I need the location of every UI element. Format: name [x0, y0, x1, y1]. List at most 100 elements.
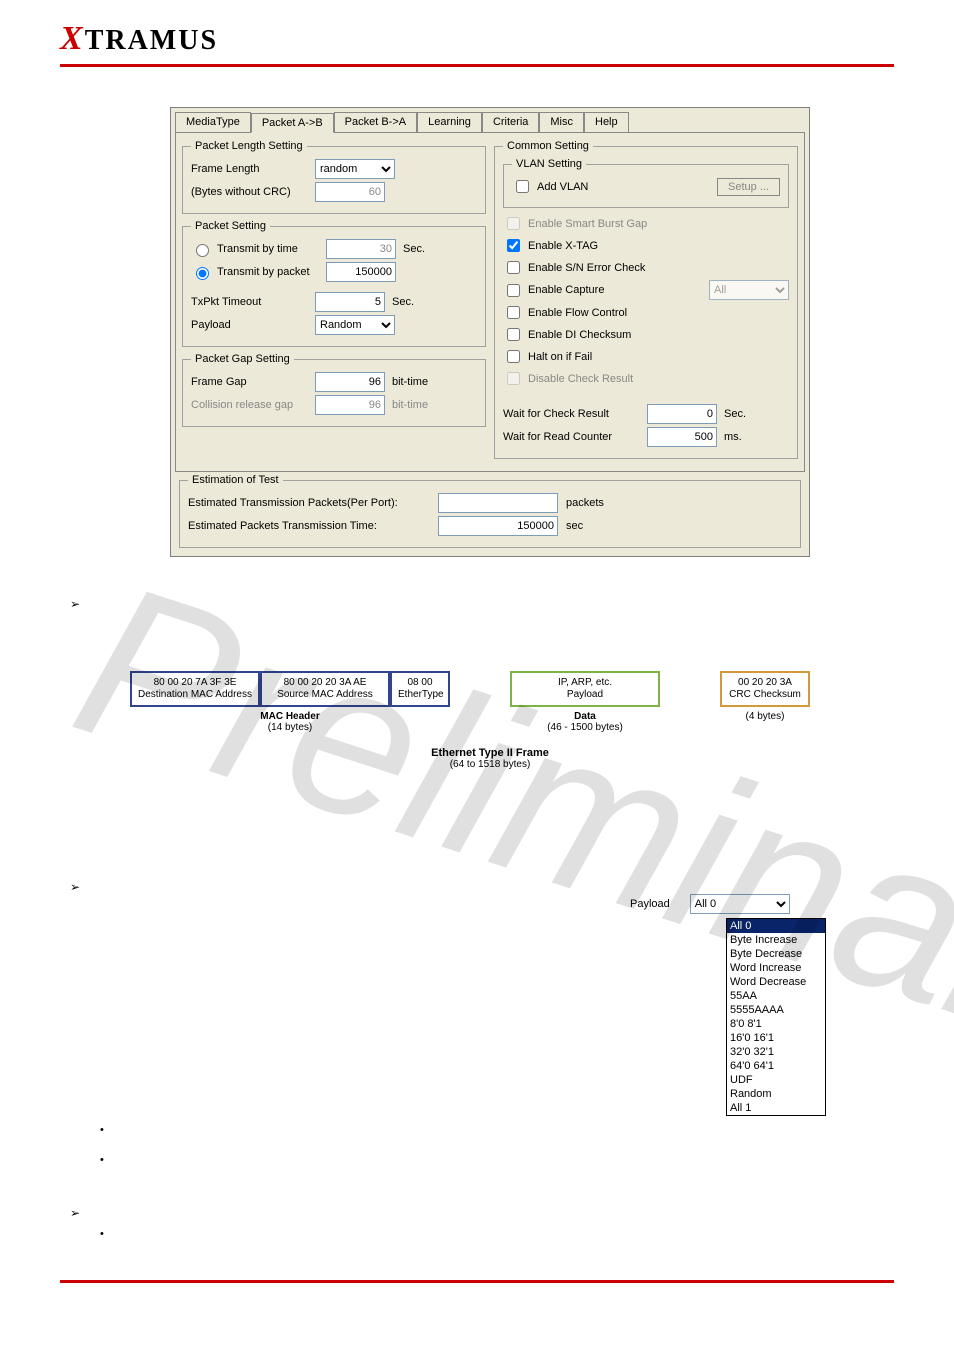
capture-mode-select: All [709, 280, 789, 300]
src-mac-box: 80 00 20 20 3A AE Source MAC Address [260, 671, 390, 707]
dst-mac-box: 80 00 20 7A 3F 3E Destination MAC Addres… [130, 671, 260, 707]
tab-misc[interactable]: Misc [539, 112, 584, 132]
bit-time-1: bit-time [392, 376, 428, 388]
bullet-arrow-1: ➢ [70, 597, 954, 611]
txpkt-timeout-input[interactable] [315, 292, 385, 312]
payload-option[interactable]: 5555AAAA [727, 1003, 825, 1017]
tab-learning[interactable]: Learning [417, 112, 482, 132]
bullet-arrow-2: ➢ [70, 880, 954, 894]
transmit-by-time-input [326, 239, 396, 259]
payload-option[interactable]: 32'0 32'1 [727, 1045, 825, 1059]
sec-unit-2: Sec. [392, 296, 414, 308]
transmit-by-time-label: Transmit by time [217, 243, 322, 255]
payload-option[interactable]: Byte Increase [727, 933, 825, 947]
payload-dropdown-figure: Payload All 0 All 0 Byte Increase Byte D… [630, 894, 860, 1116]
bullet-dot-3: • [100, 1228, 954, 1240]
footer-divider [60, 1280, 894, 1283]
common-setting-group: Common Setting VLAN Setting Add VLAN Set… [494, 140, 798, 459]
payload-option[interactable]: 8'0 8'1 [727, 1017, 825, 1031]
payload-select[interactable]: Random [315, 315, 395, 335]
wait-read-input[interactable] [647, 427, 717, 447]
flow-control-checkbox[interactable] [507, 306, 520, 319]
payload-figure-select[interactable]: All 0 [690, 894, 790, 914]
packet-gap-legend: Packet Gap Setting [191, 353, 294, 365]
ethertype-box: 08 00 EtherType [390, 671, 450, 707]
tab-bar: MediaType Packet A->B Packet B->A Learni… [175, 112, 805, 133]
smart-burst-label: Enable Smart Burst Gap [528, 218, 647, 230]
common-setting-legend: Common Setting [503, 140, 593, 152]
xtag-label: Enable X-TAG [528, 240, 598, 252]
packets-unit: packets [566, 497, 604, 509]
payload-option[interactable]: 16'0 16'1 [727, 1031, 825, 1045]
payload-option[interactable]: 55AA [727, 989, 825, 1003]
payload-options-listbox[interactable]: All 0 Byte Increase Byte Decrease Word I… [726, 918, 826, 1116]
payload-box-label: Payload [518, 689, 652, 701]
bytes-without-crc-input [315, 182, 385, 202]
ethertype-label: EtherType [398, 689, 442, 701]
vlan-setup-button: Setup ... [717, 178, 780, 196]
frame-length-select[interactable]: random [315, 159, 395, 179]
bytes-without-crc-label: (Bytes without CRC) [191, 186, 311, 198]
brand-x: X [60, 20, 85, 57]
crc-box: 00 20 20 3A CRC Checksum [720, 671, 810, 707]
ms-unit: ms. [724, 431, 742, 443]
transmit-by-packet-input[interactable] [326, 262, 396, 282]
mac-header-bytes: (14 bytes) [130, 722, 450, 733]
tab-packet-ba[interactable]: Packet B->A [334, 112, 417, 132]
tab-mediatype[interactable]: MediaType [175, 112, 251, 132]
tab-criteria[interactable]: Criteria [482, 112, 539, 132]
wait-check-input[interactable] [647, 404, 717, 424]
bullet-dot-2: • [100, 1154, 954, 1166]
smart-burst-checkbox [507, 217, 520, 230]
halt-fail-label: Halt on if Fail [528, 351, 592, 363]
di-checksum-label: Enable DI Checksum [528, 329, 631, 341]
di-checksum-checkbox[interactable] [507, 328, 520, 341]
tab-help[interactable]: Help [584, 112, 629, 132]
payload-option[interactable]: 64'0 64'1 [727, 1059, 825, 1073]
sec-unit-1: Sec. [403, 243, 425, 255]
src-mac-value: 80 00 20 20 3A AE [268, 677, 382, 689]
tab-packet-ab[interactable]: Packet A->B [251, 113, 334, 133]
packet-setting-group: Packet Setting Transmit by time Sec. Tra… [182, 220, 486, 347]
frame-length-label: Frame Length [191, 163, 311, 175]
est-time-label: Estimated Packets Transmission Time: [188, 520, 438, 532]
brand-name: TRAMUS [85, 25, 218, 56]
disable-check-checkbox [507, 372, 520, 385]
packet-setting-legend: Packet Setting [191, 220, 270, 232]
collision-label: Collision release gap [191, 399, 311, 411]
payload-option[interactable]: Word Decrease [727, 975, 825, 989]
transmit-by-time-radio[interactable] [196, 244, 209, 257]
collision-input [315, 395, 385, 415]
tab-panel: Packet Length Setting Frame Length rando… [175, 132, 805, 472]
payload-option[interactable]: All 1 [727, 1101, 825, 1115]
payload-option[interactable]: All 0 [727, 919, 825, 933]
mac-header-label: MAC Header [130, 711, 450, 722]
capture-checkbox[interactable] [507, 284, 520, 297]
flow-control-label: Enable Flow Control [528, 307, 627, 319]
est-time-value [438, 516, 558, 536]
transmit-by-packet-radio[interactable] [196, 267, 209, 280]
packet-gap-group: Packet Gap Setting Frame Gap bit-time Co… [182, 353, 486, 427]
xtag-checkbox[interactable] [507, 239, 520, 252]
vlan-legend: VLAN Setting [512, 158, 586, 170]
sn-error-checkbox[interactable] [507, 261, 520, 274]
crc-bytes: (4 bytes) [720, 711, 810, 722]
bullet-arrow-3: ➢ [70, 1206, 954, 1220]
packet-length-legend: Packet Length Setting [191, 140, 307, 152]
header-divider [60, 64, 894, 67]
transmit-by-packet-label: Transmit by packet [217, 266, 322, 278]
halt-fail-checkbox[interactable] [507, 350, 520, 363]
frame-subtitle: (64 to 1518 bytes) [130, 759, 850, 770]
payload-option[interactable]: UDF [727, 1073, 825, 1087]
bullet-dot-1: • [100, 1124, 954, 1136]
crc-value: 00 20 20 3A [728, 677, 802, 689]
txpkt-timeout-label: TxPkt Timeout [191, 296, 311, 308]
payload-label: Payload [191, 319, 311, 331]
payload-option[interactable]: Byte Decrease [727, 947, 825, 961]
frame-gap-input[interactable] [315, 372, 385, 392]
add-vlan-checkbox[interactable] [516, 180, 529, 193]
payload-option[interactable]: Random [727, 1087, 825, 1101]
payload-option[interactable]: Word Increase [727, 961, 825, 975]
packet-length-group: Packet Length Setting Frame Length rando… [182, 140, 486, 214]
dst-mac-value: 80 00 20 7A 3F 3E [138, 677, 252, 689]
